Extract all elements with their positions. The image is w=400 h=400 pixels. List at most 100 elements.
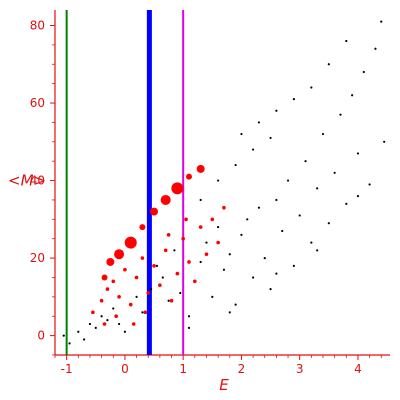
red-data-point — [111, 279, 116, 284]
black-data-point — [173, 249, 176, 252]
red-data-point — [158, 283, 162, 288]
black-data-point — [217, 179, 220, 182]
black-data-point — [251, 148, 255, 151]
black-data-point — [135, 295, 138, 298]
black-data-point — [310, 86, 313, 89]
black-data-point — [100, 315, 103, 318]
black-data-point — [316, 187, 319, 190]
black-data-point — [228, 253, 231, 256]
black-data-point — [68, 342, 71, 345]
black-data-point — [117, 322, 121, 326]
red-data-point — [114, 249, 125, 260]
black-data-point — [321, 132, 325, 136]
red-data-point — [166, 233, 171, 237]
black-data-point — [199, 260, 202, 264]
black-data-point — [327, 63, 330, 66]
red-data-point — [91, 310, 95, 315]
black-data-point — [362, 70, 365, 74]
red-data-point — [175, 271, 180, 276]
black-data-point — [211, 295, 214, 298]
red-data-point — [193, 279, 197, 284]
black-data-point — [251, 276, 255, 279]
black-data-point — [327, 222, 330, 225]
black-data-point — [316, 249, 319, 252]
red-data-point — [196, 164, 205, 173]
red-data-point — [216, 240, 220, 245]
red-data-point — [102, 322, 107, 326]
black-data-point — [83, 338, 86, 341]
red-data-point — [163, 248, 168, 253]
red-data-point — [187, 260, 191, 264]
black-data-point — [77, 330, 80, 333]
black-data-point — [368, 183, 371, 186]
black-data-point — [286, 179, 290, 182]
y-tick-label: 40 — [30, 174, 45, 188]
red-data-point — [106, 257, 115, 266]
black-data-point — [275, 198, 278, 202]
black-data-point — [123, 330, 127, 333]
red-data-point — [184, 217, 188, 222]
black-data-point — [269, 288, 272, 291]
red-data-point — [160, 194, 171, 205]
black-data-point — [240, 233, 243, 236]
black-data-point — [351, 94, 354, 97]
red-data-point — [128, 302, 133, 307]
red-data-point — [101, 274, 108, 281]
black-data-point — [222, 268, 226, 271]
black-data-point — [380, 20, 383, 23]
black-data-point — [88, 322, 92, 326]
black-data-point — [155, 264, 159, 267]
y-tick-label: 0 — [37, 329, 45, 343]
black-data-point — [112, 307, 115, 310]
x-tick-label: 3 — [296, 362, 304, 376]
x-tick-label: -1 — [61, 362, 73, 376]
x-tick-label: 0 — [121, 362, 129, 376]
black-data-point — [345, 202, 348, 205]
black-data-point — [240, 132, 243, 136]
black-data-point — [167, 299, 170, 302]
red-data-point — [143, 310, 148, 315]
x-tick-label: 1 — [179, 362, 187, 376]
red-data-point — [117, 295, 121, 299]
black-data-point — [275, 272, 278, 275]
x-tick-label: 4 — [354, 362, 362, 376]
black-data-point — [333, 171, 336, 174]
black-data-point — [263, 256, 266, 260]
black-data-point — [356, 152, 360, 155]
black-data-point — [179, 291, 182, 295]
red-data-point — [131, 322, 136, 326]
black-data-point — [298, 214, 301, 217]
black-data-point — [257, 206, 261, 209]
red-data-point — [186, 173, 192, 180]
red-data-point — [123, 267, 127, 272]
black-data-point — [292, 264, 295, 267]
y-tick-label: 80 — [30, 19, 45, 33]
black-data-point — [269, 136, 272, 140]
x-tick-label: 2 — [238, 362, 246, 376]
black-data-point — [374, 47, 377, 50]
y-tick-label: 20 — [30, 251, 45, 265]
red-data-point — [99, 298, 104, 303]
black-data-point — [345, 39, 348, 43]
red-data-point — [146, 291, 151, 295]
black-data-point — [187, 326, 191, 329]
red-data-point — [105, 287, 110, 291]
black-data-point — [383, 140, 386, 143]
red-data-point — [222, 205, 226, 210]
red-data-point — [114, 314, 118, 319]
black-data-point — [106, 319, 109, 322]
black-data-point — [339, 113, 342, 116]
black-data-point — [234, 303, 237, 306]
black-data-point — [205, 241, 208, 244]
red-data-point — [124, 236, 137, 249]
black-data-point — [246, 218, 249, 221]
red-data-point — [171, 182, 184, 195]
red-data-point — [210, 217, 215, 222]
black-data-point — [187, 315, 191, 318]
black-data-point — [161, 276, 164, 279]
black-data-point — [304, 160, 307, 163]
black-data-point — [228, 311, 231, 314]
x-axis-title: E — [219, 376, 229, 394]
